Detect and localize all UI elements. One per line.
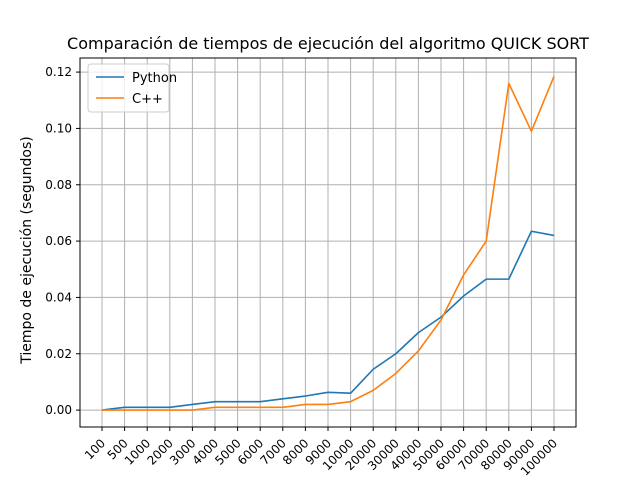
y-tick-label: 0.08 bbox=[45, 178, 72, 192]
series-line-c bbox=[102, 76, 555, 411]
y-tick-label: 0.12 bbox=[45, 65, 72, 79]
y-tick-label: 0.00 bbox=[45, 403, 72, 417]
grid-lines bbox=[80, 58, 576, 427]
legend-label: Python bbox=[132, 71, 177, 86]
legend: Python C++ bbox=[87, 63, 177, 113]
y-axis-label: Tiempo de ejecución (segundos) bbox=[19, 136, 35, 365]
chart-title: Comparación de tiempos de ejecución del … bbox=[67, 34, 589, 53]
y-tick-label: 0.02 bbox=[45, 347, 72, 361]
legend-label: C++ bbox=[132, 92, 163, 107]
y-tick-label: 0.06 bbox=[45, 234, 72, 248]
y-tick-label: 0.04 bbox=[45, 290, 72, 304]
series-line-python bbox=[101, 230, 555, 411]
legend-box bbox=[87, 63, 170, 113]
axis-ticks: 1005001000200030004000500060007000800090… bbox=[45, 65, 560, 478]
series-lines bbox=[101, 76, 555, 411]
y-tick-label: 0.10 bbox=[45, 121, 72, 135]
